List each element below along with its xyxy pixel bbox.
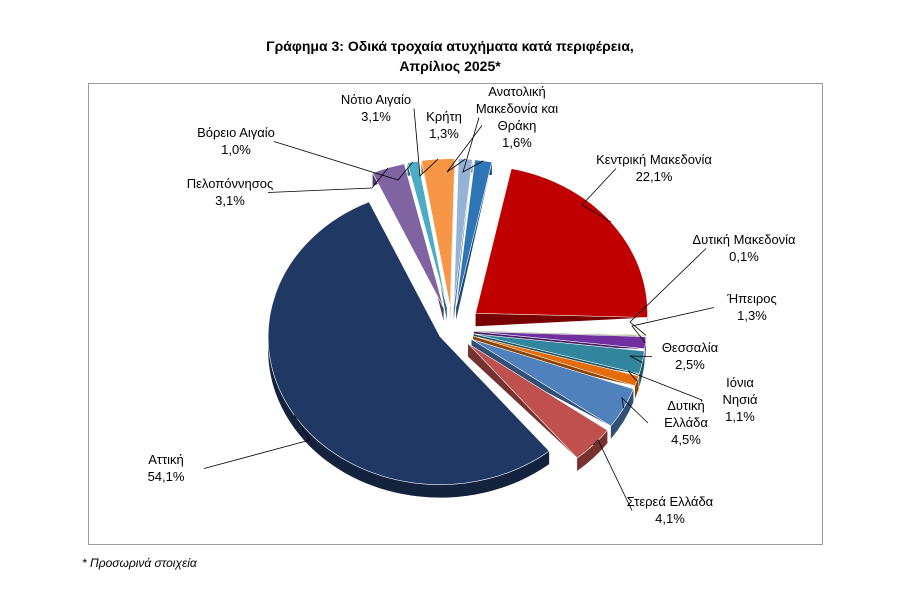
- slice-label-1: Κεντρική Μακεδονία 22,1%: [596, 152, 712, 184]
- leader-line-5: [627, 370, 703, 401]
- slice-label-2: Δυτική Μακεδονία 0,1%: [692, 232, 796, 264]
- pie-slice-12: [453, 158, 473, 307]
- slice-label-8: Αττική 54,1%: [148, 452, 185, 484]
- slice-label-6: Δυτική Ελλάδα 4,5%: [664, 398, 708, 447]
- pie-slice-4: [473, 333, 645, 375]
- leader-line-7: [592, 439, 633, 511]
- slice-label-4: Θεσσαλία 2,5%: [662, 340, 719, 372]
- slice-label-7: Στερεά Ελλάδα 4,1%: [627, 494, 714, 526]
- chart-title-line2: Απρίλιος 2025*: [399, 58, 501, 74]
- chart-frame: [88, 83, 823, 545]
- pie-slice-7: [467, 343, 608, 459]
- leader-line-1: [581, 168, 617, 223]
- slice-label-9: Πελοπόννησος 3,1%: [187, 176, 273, 208]
- leader-line-9: [267, 167, 389, 193]
- leader-line-10: [273, 141, 414, 181]
- footnote: * Προσωρινά στοιχεία: [82, 556, 197, 570]
- slice-label-12: Κρήτη 1,3%: [426, 109, 462, 141]
- pie-slice-11: [421, 158, 456, 307]
- leader-line-2: [629, 248, 707, 336]
- leader-line-3: [631, 307, 715, 343]
- slice-label-13: Ανατολική Μακεδονία και Θράκη 1,6%: [476, 84, 558, 150]
- slice-label-5: Ιόνια Νησιά 1,1%: [722, 375, 758, 424]
- chart-title-line1: Γράφημα 3: Οδικά τροχαία ατυχήματα κατά …: [266, 38, 634, 54]
- leader-line-8: [203, 414, 311, 469]
- leader-line-13: [462, 117, 484, 173]
- slice-label-3: Ήπειρος 1,3%: [726, 291, 776, 323]
- leader-line-6: [621, 396, 649, 424]
- pie-slice-side-13: [456, 159, 492, 320]
- leader-line-11: [413, 108, 439, 177]
- pie-slice-13: [455, 159, 493, 307]
- slice-label-11: Νότιο Αιγαίο 3,1%: [341, 92, 411, 124]
- pie-slice-1: [475, 168, 648, 318]
- leader-line-4: [629, 355, 653, 363]
- slice-label-10: Βόρειο Αιγαίο 1,0%: [197, 125, 275, 157]
- leader-line-12: [446, 125, 483, 173]
